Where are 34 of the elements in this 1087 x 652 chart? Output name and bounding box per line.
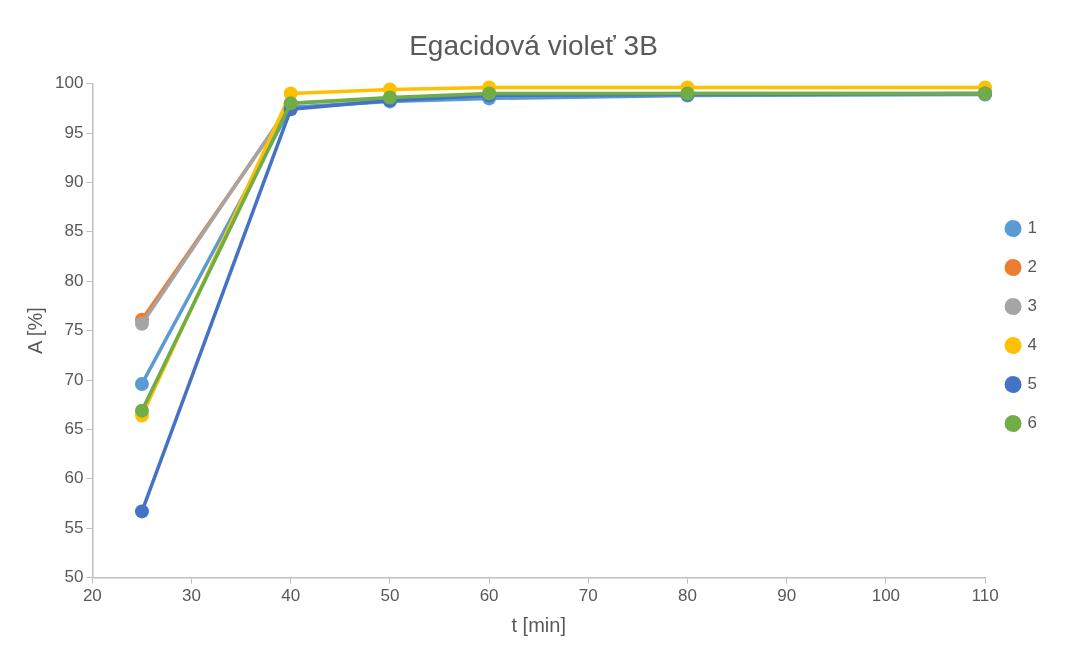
point: [134, 504, 149, 519]
y-tick-label: 90: [64, 172, 84, 192]
x-tick-label: 90: [777, 586, 797, 606]
x-tick-label: 100: [871, 586, 901, 606]
x-tick-label: 50: [380, 586, 400, 606]
y-tick-label: 80: [64, 270, 84, 290]
legend-label: 1: [1027, 218, 1038, 238]
chart-title: Egacidová violeť 3B: [409, 29, 658, 61]
y-tick-label: 95: [64, 122, 84, 142]
x-tick-label: 110: [971, 586, 999, 606]
x-tick-label: 80: [678, 586, 697, 606]
point: [134, 376, 149, 391]
x-tick-label: 40: [281, 586, 301, 606]
y-tick-label: 55: [64, 517, 84, 537]
legend-label: 5: [1027, 374, 1038, 394]
y-tick-label: 65: [64, 419, 84, 439]
y-tick-label: 75: [64, 320, 84, 340]
legend-label: 3: [1027, 296, 1038, 316]
y-tick-label: 50: [64, 567, 84, 587]
legend-label: 2: [1027, 257, 1038, 277]
y-tick-label: 85: [64, 221, 84, 241]
x-tick-label: 60: [479, 586, 499, 606]
y-tick-label: 100: [54, 73, 84, 93]
x-tick-label: 30: [182, 586, 202, 606]
point: [134, 403, 149, 418]
y-axis-title: A [%]: [23, 307, 46, 354]
legend-label: 4: [1027, 335, 1038, 355]
x-tick-label: 70: [578, 586, 598, 606]
y-tick-label: 70: [64, 369, 84, 389]
point: [134, 316, 149, 331]
x-tick-label: 20: [82, 586, 102, 606]
x-axis-title: t [min]: [511, 613, 566, 636]
legend-label: 6: [1027, 413, 1038, 433]
y-tick-label: 60: [64, 468, 84, 488]
